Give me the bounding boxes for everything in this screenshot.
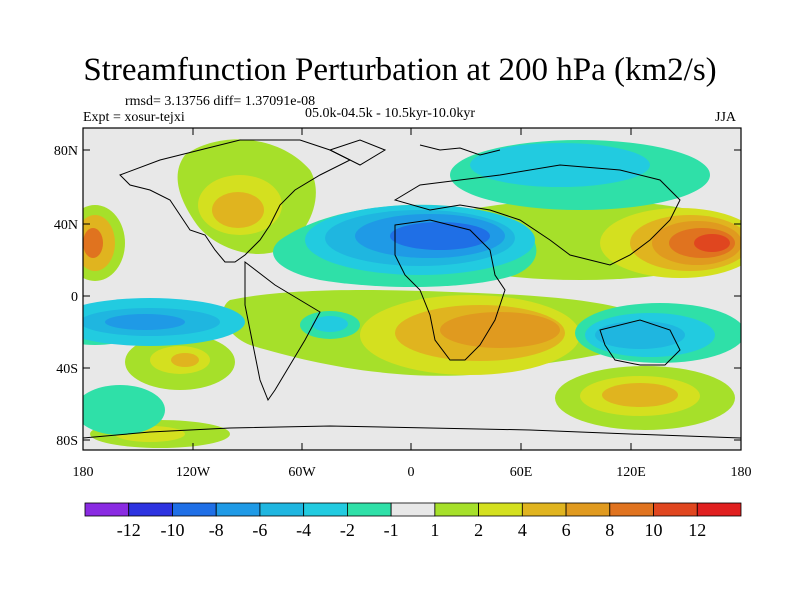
axis-ticks: [82, 128, 742, 450]
season-text: JJA: [715, 110, 737, 125]
colorbar-label: -4: [296, 520, 311, 540]
colorbar-label: 6: [562, 520, 571, 540]
colorbar-swatch: [259, 502, 305, 517]
colorbar-label: -10: [160, 520, 184, 540]
negative-anomaly-fields: [83, 140, 741, 435]
colorbar-swatch: [434, 502, 480, 517]
lon-label: 120W: [176, 465, 211, 480]
lat-label: 40N: [54, 218, 78, 233]
colorbar-swatch: [478, 502, 523, 517]
colorbar-label: 1: [430, 520, 439, 540]
coastlines: [83, 139, 741, 439]
colorbar-swatch: [172, 502, 217, 517]
colorbar-label: 8: [605, 520, 614, 540]
colorbar: [84, 502, 742, 517]
lon-label: 60E: [510, 465, 533, 480]
colorbar-label: 2: [474, 520, 483, 540]
colorbar-label: -6: [252, 520, 267, 540]
plot-frame: [82, 127, 742, 451]
colorbar-swatch: [696, 502, 742, 517]
lon-label: 180: [73, 465, 94, 480]
colorbar-label: -12: [117, 520, 141, 540]
colorbar-label: 4: [518, 520, 527, 540]
lat-label: 0: [71, 290, 78, 305]
lat-label: 80N: [54, 144, 78, 159]
lon-label: 0: [408, 465, 415, 480]
colorbar-swatch: [653, 502, 698, 517]
axis-labels: 80N 40N 0 40S 80S 180 120W 60W 0 60E 120E 180: [54, 144, 752, 480]
colorbar-label: -1: [384, 520, 399, 540]
colorbar-label: -2: [340, 520, 355, 540]
lat-label: 40S: [56, 362, 78, 377]
colorbar-swatch: [609, 502, 654, 517]
colorbar-swatch: [390, 502, 436, 517]
experiment-text: Expt = xosur-tejxi: [83, 110, 185, 125]
chart-title: Streamfunction Perturbation at 200 hPa (…: [83, 52, 717, 88]
colorbar-labels: -12 -10 -8 -6 -4 -2 -1 1 2 4 6 8 10 12: [117, 520, 707, 540]
lat-label: 80S: [56, 434, 78, 449]
colorbar-swatch: [84, 502, 130, 517]
lon-label: 60W: [288, 465, 316, 480]
lon-label: 120E: [616, 465, 646, 480]
period-text: 05.0k-04.5k - 10.5kyr-10.0kyr: [305, 106, 476, 121]
colorbar-swatch: [521, 502, 567, 517]
colorbar-swatch: [215, 502, 261, 517]
lon-label: 180: [731, 465, 752, 480]
colorbar-swatch: [128, 502, 173, 517]
colorbar-label: 12: [688, 520, 706, 540]
stats-text: rmsd= 3.13756 diff= 1.37091e-08: [125, 94, 316, 109]
colorbar-label: 10: [645, 520, 663, 540]
colorbar-swatch: [303, 502, 348, 517]
colorbar-swatch: [346, 502, 392, 517]
colorbar-swatch: [565, 502, 611, 517]
colorbar-label: -8: [209, 520, 224, 540]
